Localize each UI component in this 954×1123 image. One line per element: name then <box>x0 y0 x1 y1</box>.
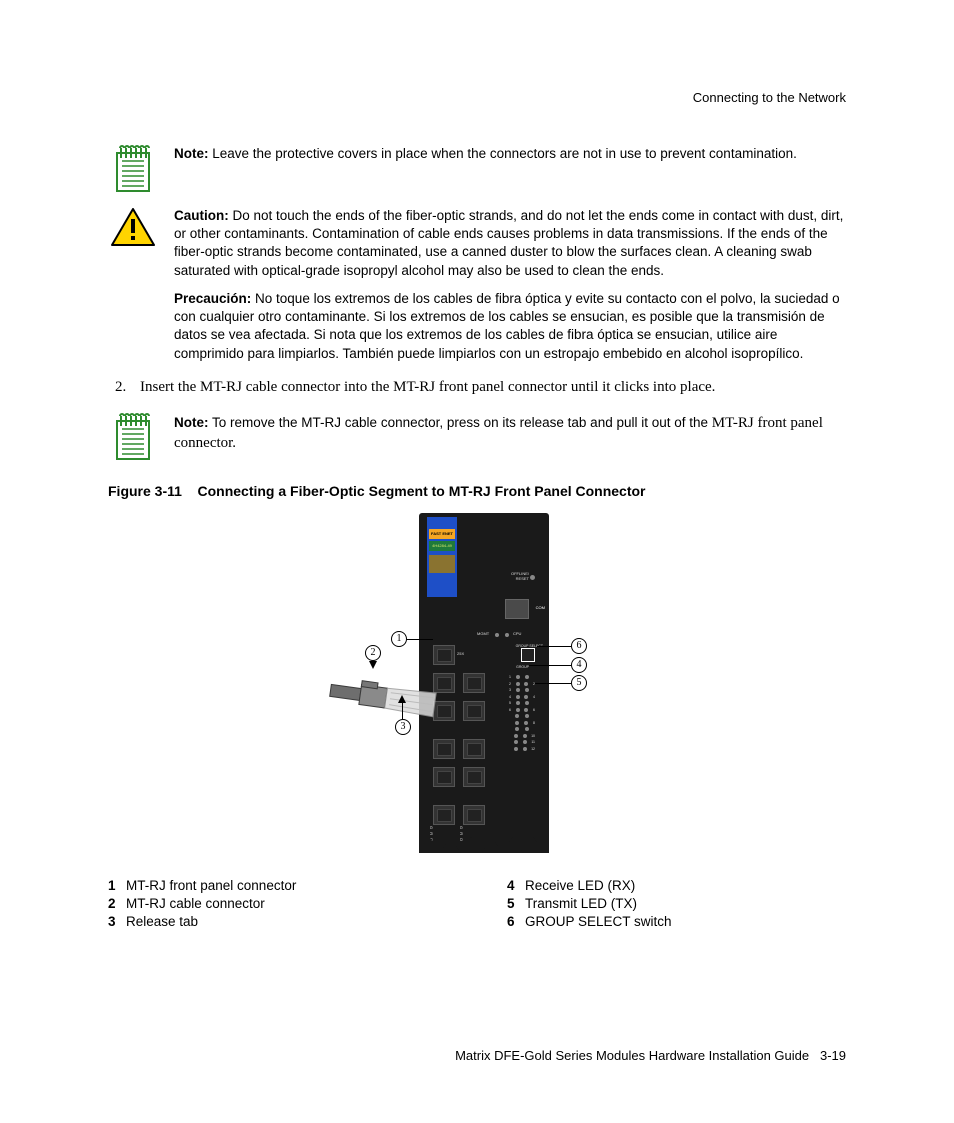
note-2-body: Note: To remove the MT-RJ cable connecto… <box>174 413 846 454</box>
caution-icon <box>108 207 158 247</box>
figure-legend: 1MT-RJ front panel connector 2MT-RJ cabl… <box>108 877 846 932</box>
callout-6: 6 <box>571 638 587 654</box>
note-2: Note: To remove the MT-RJ cable connecto… <box>108 413 846 461</box>
legend-row: 1MT-RJ front panel connector <box>108 877 447 895</box>
caution-body: Caution: Do not touch the ends of the fi… <box>174 207 846 363</box>
footer-page: 3-19 <box>820 1048 846 1063</box>
figure-diagram: FAST ENET 4H4284-49 OFFLINE/ RESET COM M… <box>108 513 846 863</box>
fast-enet-label: FAST ENET <box>429 529 455 539</box>
legend-row: 4Receive LED (RX) <box>507 877 846 895</box>
model-label: 4H4284-49 <box>429 541 455 551</box>
figure-prefix: Figure 3-11 <box>108 483 182 499</box>
callout-5: 5 <box>571 675 587 691</box>
reset-label: RESET <box>516 576 529 581</box>
caution-text-en: Do not touch the ends of the fiber-optic… <box>174 208 843 278</box>
cpu-label: CPU <box>513 631 521 636</box>
legend-row: 6GROUP SELECT switch <box>507 913 846 931</box>
callout-4: 4 <box>571 657 587 673</box>
callout-2: 2 <box>365 645 381 661</box>
note-1-body: Note: Leave the protective covers in pla… <box>174 145 846 163</box>
caution-block: Caution: Do not touch the ends of the fi… <box>108 207 846 363</box>
note-2-text-a: To remove the MT-RJ cable connector, pre… <box>209 415 712 430</box>
note-2-label: Note: <box>174 415 209 430</box>
page-footer: Matrix DFE-Gold Series Modules Hardware … <box>108 1048 846 1063</box>
mtrj-port-25 <box>433 645 455 665</box>
step-2: Insert the MT-RJ cable connector into th… <box>130 377 846 399</box>
caution-label-es: Precaución: <box>174 291 251 306</box>
com-label: COM <box>536 605 545 610</box>
mgmt-label: MGMT <box>477 631 489 636</box>
notepad-icon <box>108 413 158 461</box>
figure-caption: Connecting a Fiber-Optic Segment to MT-R… <box>197 483 645 499</box>
figure-title: Figure 3-11 Connecting a Fiber-Optic Seg… <box>108 483 846 499</box>
legend-row: 2MT-RJ cable connector <box>108 895 447 913</box>
mtrj-cable-connector <box>325 668 425 718</box>
legend-row: 3Release tab <box>108 913 447 931</box>
led-column: 1 22 3 44 5 66 8 10 11 12 <box>509 673 535 754</box>
group-select-switch <box>521 648 535 662</box>
footer-book: Matrix DFE-Gold Series Modules Hardware … <box>455 1048 809 1063</box>
legend-row: 5Transmit LED (TX) <box>507 895 846 913</box>
callout-3: 3 <box>395 719 411 735</box>
note-1: Note: Leave the protective covers in pla… <box>108 145 846 193</box>
running-head: Connecting to the Network <box>108 90 846 105</box>
com-port <box>505 599 529 619</box>
step-list: Insert the MT-RJ cable connector into th… <box>108 377 846 399</box>
notepad-icon <box>108 145 158 193</box>
caution-text-es: No toque los extremos de los cables de f… <box>174 291 840 361</box>
port-25-label: 25X <box>457 651 464 656</box>
caution-label-en: Caution: <box>174 208 229 223</box>
callout-1: 1 <box>391 631 407 647</box>
group-label: GROUP <box>516 665 529 669</box>
note-1-text: Leave the protective covers in place whe… <box>209 146 797 161</box>
note-1-label: Note: <box>174 146 209 161</box>
